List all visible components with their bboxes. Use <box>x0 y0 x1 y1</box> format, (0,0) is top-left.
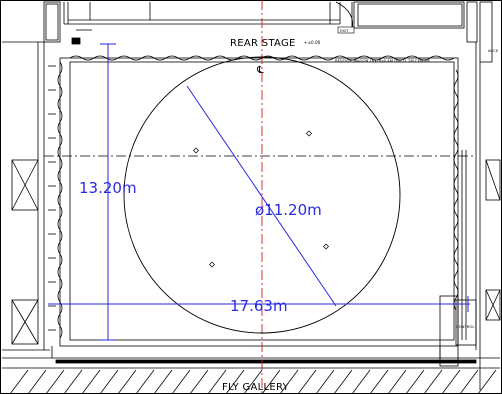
hatch-line <box>45 369 65 394</box>
hook-detail <box>71 29 92 45</box>
hatch-line <box>261 369 281 394</box>
hatch-line <box>225 369 245 394</box>
hatch-line <box>117 369 137 394</box>
width-dimension: 17.63m <box>230 297 288 315</box>
hatch-line <box>9 369 29 394</box>
hatch-line <box>351 369 371 394</box>
hatch-line <box>369 369 389 394</box>
height-dimension: 13.20m <box>79 179 137 197</box>
fly-gallery-structure <box>2 346 500 369</box>
control-label: CONTROL <box>456 324 475 329</box>
hatch-line <box>423 369 443 394</box>
hatch-line <box>207 369 227 394</box>
hatch-line <box>387 369 407 394</box>
centre-mark: ℄ <box>256 65 264 76</box>
revolve-note: REVOLVE WAGON 16x18x0.4M DIA:11.2M CENTR… <box>335 58 431 63</box>
level-label: +±0.00 <box>304 40 321 45</box>
side-code-label: ACCE <box>488 48 499 53</box>
batten-markers <box>48 65 56 331</box>
hatch-line <box>459 369 479 394</box>
right-wall <box>439 42 501 390</box>
fly-gallery-label: FLY GALLERY <box>222 382 290 393</box>
fly-gallery-hatching <box>9 369 497 394</box>
diameter-dimension: ø11.20m <box>255 201 322 219</box>
hatch-line <box>243 369 263 394</box>
hatch-line <box>135 369 155 394</box>
hatch-line <box>189 369 209 394</box>
exit-label: EXIT <box>340 28 349 33</box>
hatch-line <box>297 369 317 394</box>
dimension-lines <box>48 43 470 341</box>
hatch-line <box>171 369 191 394</box>
hatch-line <box>477 369 497 394</box>
left-wall <box>2 41 50 351</box>
hatch-line <box>405 369 425 394</box>
hatch-line <box>27 369 47 394</box>
rear-stage-label: REAR STAGE <box>230 38 296 49</box>
hatch-line <box>333 369 353 394</box>
revolve-points <box>193 130 329 268</box>
hatch-line <box>279 369 299 394</box>
revolve-circle <box>123 56 401 334</box>
hatch-line <box>315 369 335 394</box>
exit-sign <box>337 26 355 34</box>
top-wall <box>43 1 493 63</box>
hatch-line <box>441 369 461 394</box>
hatch-line <box>63 369 83 394</box>
hatch-line <box>153 369 173 394</box>
hatch-line <box>81 369 101 394</box>
hatch-line <box>99 369 119 394</box>
